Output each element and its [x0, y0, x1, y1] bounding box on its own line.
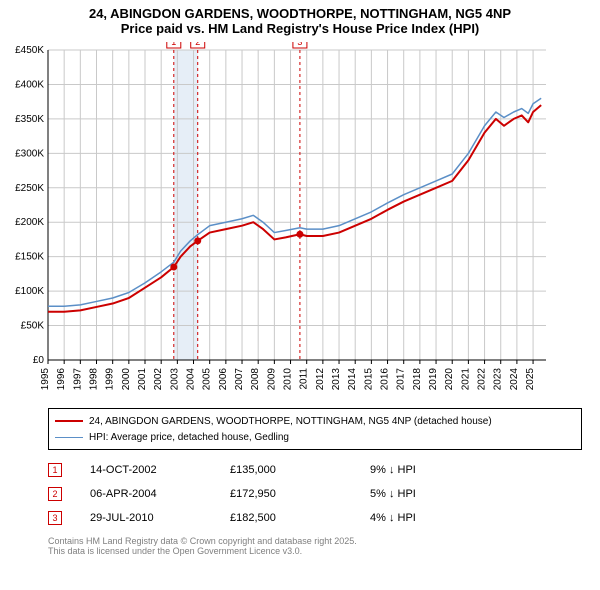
- legend-swatch: [55, 437, 83, 438]
- svg-text:2013: 2013: [331, 368, 342, 391]
- svg-text:2018: 2018: [412, 368, 423, 391]
- event-diff: 4% ↓ HPI: [370, 512, 490, 524]
- svg-text:2007: 2007: [234, 368, 245, 391]
- event-price: £135,000: [230, 464, 370, 476]
- svg-text:2012: 2012: [315, 368, 326, 391]
- svg-text:2016: 2016: [380, 368, 391, 391]
- svg-text:2020: 2020: [444, 368, 455, 391]
- svg-text:£250K: £250K: [15, 183, 44, 194]
- svg-text:2006: 2006: [218, 368, 229, 391]
- svg-text:1995: 1995: [40, 368, 51, 391]
- legend-label: 24, ABINGDON GARDENS, WOODTHORPE, NOTTIN…: [89, 416, 492, 427]
- svg-text:2001: 2001: [137, 368, 148, 391]
- title-line-2: Price paid vs. HM Land Registry's House …: [0, 21, 600, 36]
- svg-text:2011: 2011: [299, 368, 310, 390]
- footer-attribution: Contains HM Land Registry data © Crown c…: [48, 536, 582, 556]
- event-row: 2 06-APR-2004£172,9505% ↓ HPI: [48, 482, 582, 506]
- svg-text:2009: 2009: [266, 368, 277, 391]
- svg-text:2021: 2021: [460, 368, 471, 391]
- svg-text:£0: £0: [33, 355, 45, 366]
- svg-text:2000: 2000: [121, 368, 132, 391]
- svg-text:2: 2: [195, 42, 200, 47]
- event-row: 3 29-JUL-2010£182,5004% ↓ HPI: [48, 506, 582, 530]
- legend-row: HPI: Average price, detached house, Gedl…: [55, 429, 575, 445]
- legend: 24, ABINGDON GARDENS, WOODTHORPE, NOTTIN…: [48, 408, 582, 450]
- event-price: £172,950: [230, 488, 370, 500]
- legend-label: HPI: Average price, detached house, Gedl…: [89, 432, 289, 443]
- svg-text:2015: 2015: [363, 368, 374, 391]
- chart-title-block: 24, ABINGDON GARDENS, WOODTHORPE, NOTTIN…: [0, 0, 600, 36]
- footer-line-1: Contains HM Land Registry data © Crown c…: [48, 536, 582, 546]
- svg-text:£300K: £300K: [15, 148, 44, 159]
- svg-text:2010: 2010: [283, 368, 294, 391]
- event-date: 14-OCT-2002: [90, 464, 230, 476]
- event-row: 1 14-OCT-2002£135,0009% ↓ HPI: [48, 458, 582, 482]
- svg-text:2014: 2014: [347, 368, 358, 391]
- event-marker: 1: [48, 463, 62, 477]
- svg-text:1999: 1999: [105, 368, 116, 391]
- svg-text:2019: 2019: [428, 368, 439, 391]
- legend-row: 24, ABINGDON GARDENS, WOODTHORPE, NOTTIN…: [55, 413, 575, 429]
- svg-text:1996: 1996: [56, 368, 67, 391]
- event-price: £182,500: [230, 512, 370, 524]
- event-date: 06-APR-2004: [90, 488, 230, 500]
- svg-text:2025: 2025: [525, 368, 536, 391]
- event-diff: 5% ↓ HPI: [370, 488, 490, 500]
- svg-text:£400K: £400K: [15, 79, 44, 90]
- svg-text:£200K: £200K: [15, 217, 44, 228]
- svg-text:2005: 2005: [202, 368, 213, 391]
- svg-text:3: 3: [297, 42, 302, 47]
- event-marker: 3: [48, 511, 62, 525]
- svg-text:£150K: £150K: [15, 252, 44, 263]
- events-table: 1 14-OCT-2002£135,0009% ↓ HPI 2 06-APR-2004…: [48, 458, 582, 530]
- svg-text:2024: 2024: [509, 368, 520, 391]
- svg-text:2004: 2004: [186, 368, 197, 391]
- svg-text:2008: 2008: [250, 368, 261, 391]
- svg-text:1997: 1997: [72, 368, 83, 391]
- legend-swatch: [55, 420, 83, 422]
- svg-text:1: 1: [171, 42, 176, 47]
- svg-text:£350K: £350K: [15, 114, 44, 125]
- event-diff: 9% ↓ HPI: [370, 464, 490, 476]
- svg-text:£50K: £50K: [21, 321, 45, 332]
- title-line-1: 24, ABINGDON GARDENS, WOODTHORPE, NOTTIN…: [0, 6, 600, 21]
- event-marker: 2: [48, 487, 62, 501]
- svg-text:£450K: £450K: [15, 45, 44, 56]
- svg-text:1998: 1998: [89, 368, 100, 391]
- line-chart-svg: £0 £50K £100K £150K £200K £250K £300K £350K £400…: [0, 42, 564, 402]
- footer-line-2: This data is licensed under the Open Gov…: [48, 546, 582, 556]
- chart-area: £0 £50K £100K £150K £200K £250K £300K £350K £400…: [0, 42, 600, 402]
- svg-text:2002: 2002: [153, 368, 164, 391]
- svg-text:2003: 2003: [169, 368, 180, 391]
- svg-text:2023: 2023: [493, 368, 504, 391]
- svg-text:£100K: £100K: [15, 286, 44, 297]
- event-date: 29-JUL-2010: [90, 512, 230, 524]
- svg-text:2017: 2017: [396, 368, 407, 391]
- svg-text:2022: 2022: [477, 368, 488, 391]
